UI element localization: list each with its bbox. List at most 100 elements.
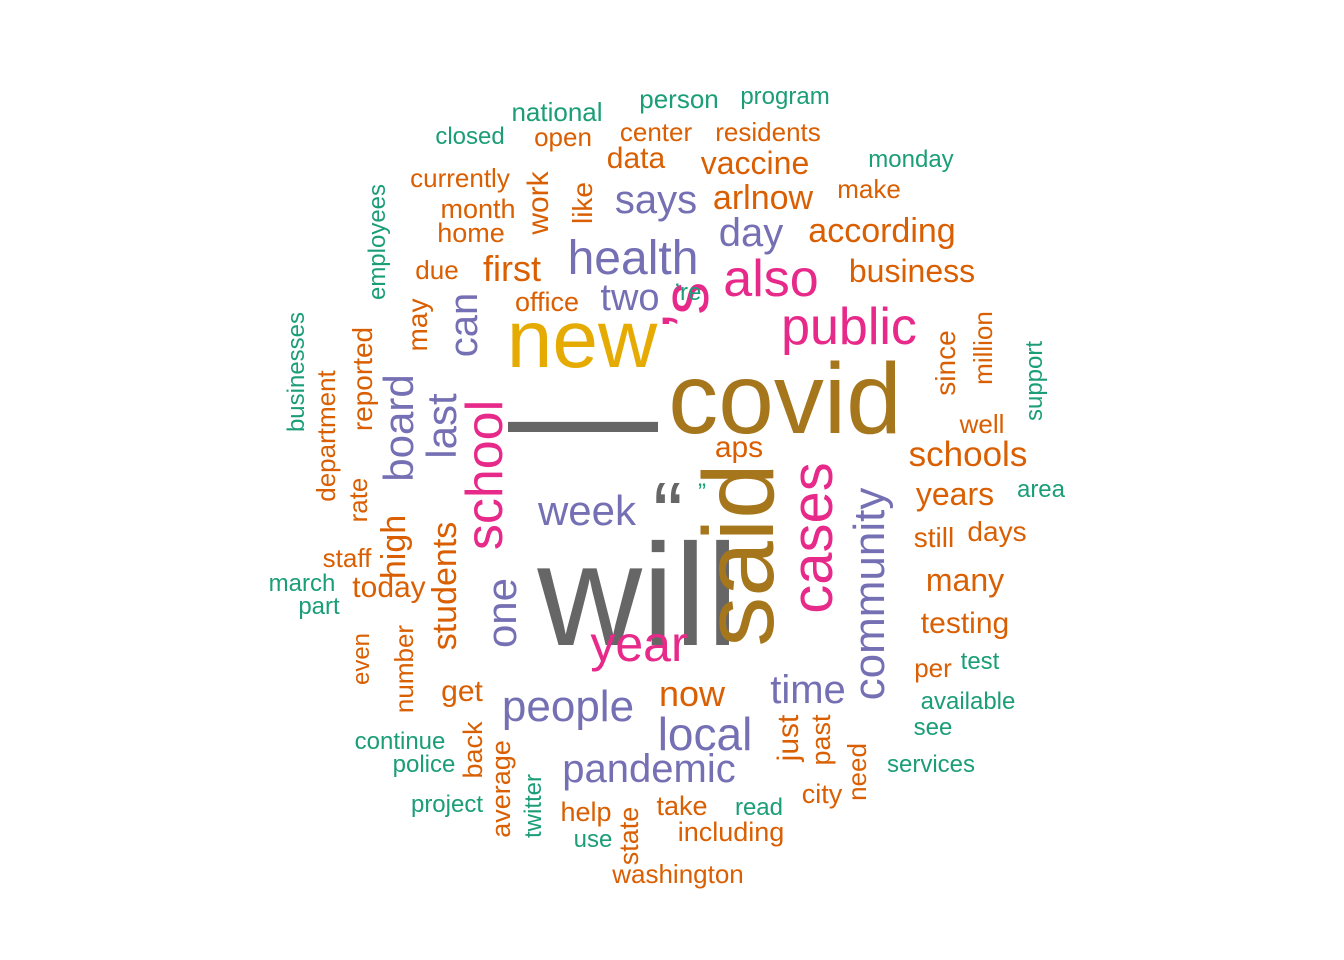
word-46: reported — [347, 327, 378, 431]
word-72: state — [614, 807, 644, 866]
word-29: high — [375, 515, 413, 579]
word-21: time — [770, 668, 846, 712]
word-52: rate — [343, 478, 373, 523]
word-91: available — [921, 688, 1016, 715]
word-11: year — [590, 616, 687, 672]
word-79: national — [511, 97, 602, 127]
word-43: work — [522, 170, 555, 235]
word-54: office — [515, 287, 579, 317]
word-5: new — [507, 294, 658, 385]
word-35: arlnow — [713, 179, 814, 217]
word-88: march — [269, 570, 336, 597]
word-20: board — [375, 374, 422, 481]
word-42: get — [441, 675, 483, 708]
word-69: need — [842, 743, 872, 801]
word-92: see — [914, 714, 953, 741]
word-60: residents — [715, 117, 821, 147]
word-81: program — [740, 83, 829, 110]
word-48: still — [914, 522, 954, 553]
word-59: center — [620, 117, 693, 147]
word-13: community — [845, 488, 894, 701]
word-0: — — [508, 329, 658, 497]
word-14: people — [502, 682, 634, 731]
word-3: said — [683, 463, 795, 646]
word-61: make — [837, 174, 901, 204]
word-65: per — [914, 653, 952, 683]
word-76: even — [348, 633, 375, 685]
word-10: also — [723, 250, 818, 308]
word-16: pandemic — [562, 747, 735, 791]
word-17: week — [537, 487, 637, 534]
word-55: month — [440, 194, 515, 224]
word-58: open — [534, 122, 592, 152]
word-41: data — [607, 142, 666, 175]
word-62: due — [415, 255, 458, 285]
word-22: can — [442, 293, 486, 358]
word-30: schools — [909, 435, 1028, 474]
word-40: aps — [715, 431, 763, 464]
word-82: closed — [435, 123, 504, 150]
word-32: business — [849, 253, 975, 289]
word-26: first — [483, 248, 541, 289]
word-53: staff — [323, 543, 372, 573]
word-57: currently — [410, 163, 510, 193]
word-50: department — [311, 369, 341, 501]
word-6: ’s — [648, 282, 722, 328]
word-80: person — [639, 84, 719, 114]
word-4: “ — [653, 465, 683, 565]
word-49: days — [967, 516, 1026, 547]
word-19: last — [418, 393, 465, 459]
word-27: now — [659, 673, 726, 714]
word-97: twitter — [520, 774, 547, 838]
word-96: project — [411, 791, 483, 818]
word-87: area — [1017, 476, 1066, 503]
word-67: average — [486, 740, 516, 838]
word-99: use — [574, 826, 613, 853]
word-73: take — [656, 791, 707, 821]
word-28: students — [426, 522, 464, 651]
word-85: businesses — [283, 312, 310, 432]
word-78: ” — [698, 479, 706, 506]
word-86: support — [1021, 341, 1048, 421]
word-23: says — [615, 178, 697, 222]
word-9: public — [781, 298, 917, 356]
word-95: services — [887, 751, 975, 778]
word-74: including — [678, 817, 785, 847]
word-7: cases — [780, 462, 845, 614]
word-66: back — [458, 721, 488, 779]
word-89: part — [298, 593, 340, 620]
word-71: help — [560, 797, 611, 827]
word-38: today — [352, 571, 425, 604]
word-94: police — [393, 751, 456, 778]
word-83: monday — [868, 146, 953, 173]
word-2: covid — [668, 343, 901, 455]
word-75: washington — [611, 859, 744, 889]
word-12: health — [568, 232, 699, 285]
word-36: vaccine — [701, 145, 810, 181]
word-77: ’re — [675, 279, 702, 306]
word-56: home — [437, 218, 505, 248]
word-18: one — [478, 578, 525, 648]
word-39: just — [772, 714, 805, 762]
word-24: day — [719, 211, 784, 255]
word-90: test — [961, 648, 1000, 675]
word-45: may — [402, 299, 433, 352]
word-68: past — [806, 714, 836, 766]
word-34: years — [916, 476, 994, 512]
word-64: well — [959, 409, 1005, 439]
word-25: two — [600, 277, 659, 319]
word-31: according — [808, 212, 955, 250]
word-44: like — [567, 182, 598, 224]
word-63: million — [968, 311, 998, 385]
word-93: continue — [355, 728, 446, 755]
word-84: employees — [364, 184, 391, 300]
word-37: testing — [921, 607, 1009, 640]
word-1: will — [536, 514, 738, 676]
word-15: local — [658, 708, 753, 760]
word-47: since — [930, 330, 961, 395]
word-8: school — [456, 400, 514, 550]
word-33: many — [926, 562, 1004, 598]
word-98: read — [735, 794, 783, 821]
word-51: number — [389, 625, 419, 713]
